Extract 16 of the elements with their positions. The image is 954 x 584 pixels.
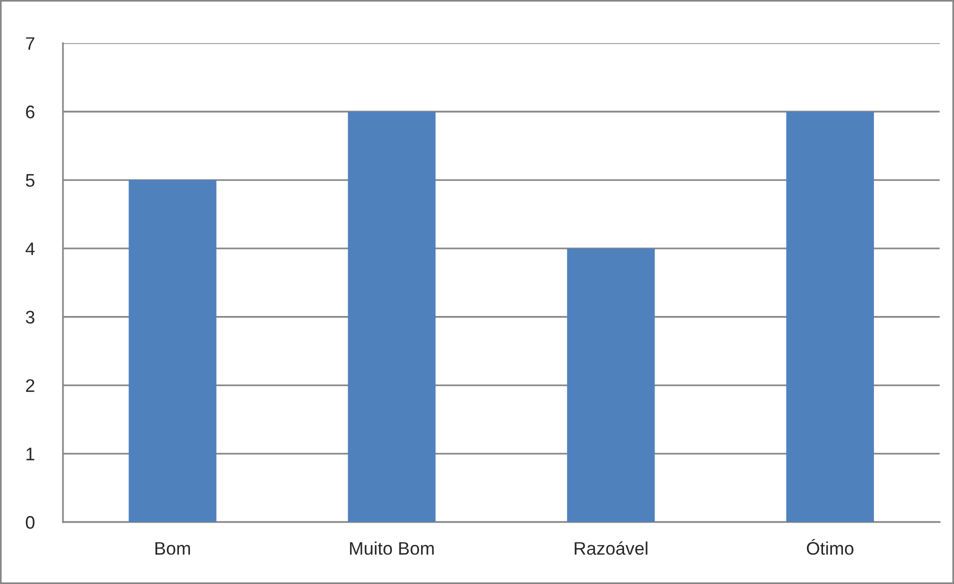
y-tick-label: 0 [26,516,34,529]
y-tick-label: 2 [26,379,34,392]
x-tick-label: Ótimo [806,538,854,555]
x-tick-label: Bom [155,542,190,555]
bar [128,180,216,522]
y-tick-label: 4 [26,242,35,255]
bar [567,248,655,522]
x-tick-label: Razoável [574,541,648,555]
y-tick-label: 5 [26,174,34,187]
y-tick-label: 1 [26,448,34,460]
bar [786,112,874,522]
x-tick-label: Muito Bom [350,542,434,555]
bar [348,112,436,522]
y-tick-label: 7 [26,37,34,50]
y-tick-label: 3 [26,310,34,324]
y-tick-label: 6 [26,106,34,118]
